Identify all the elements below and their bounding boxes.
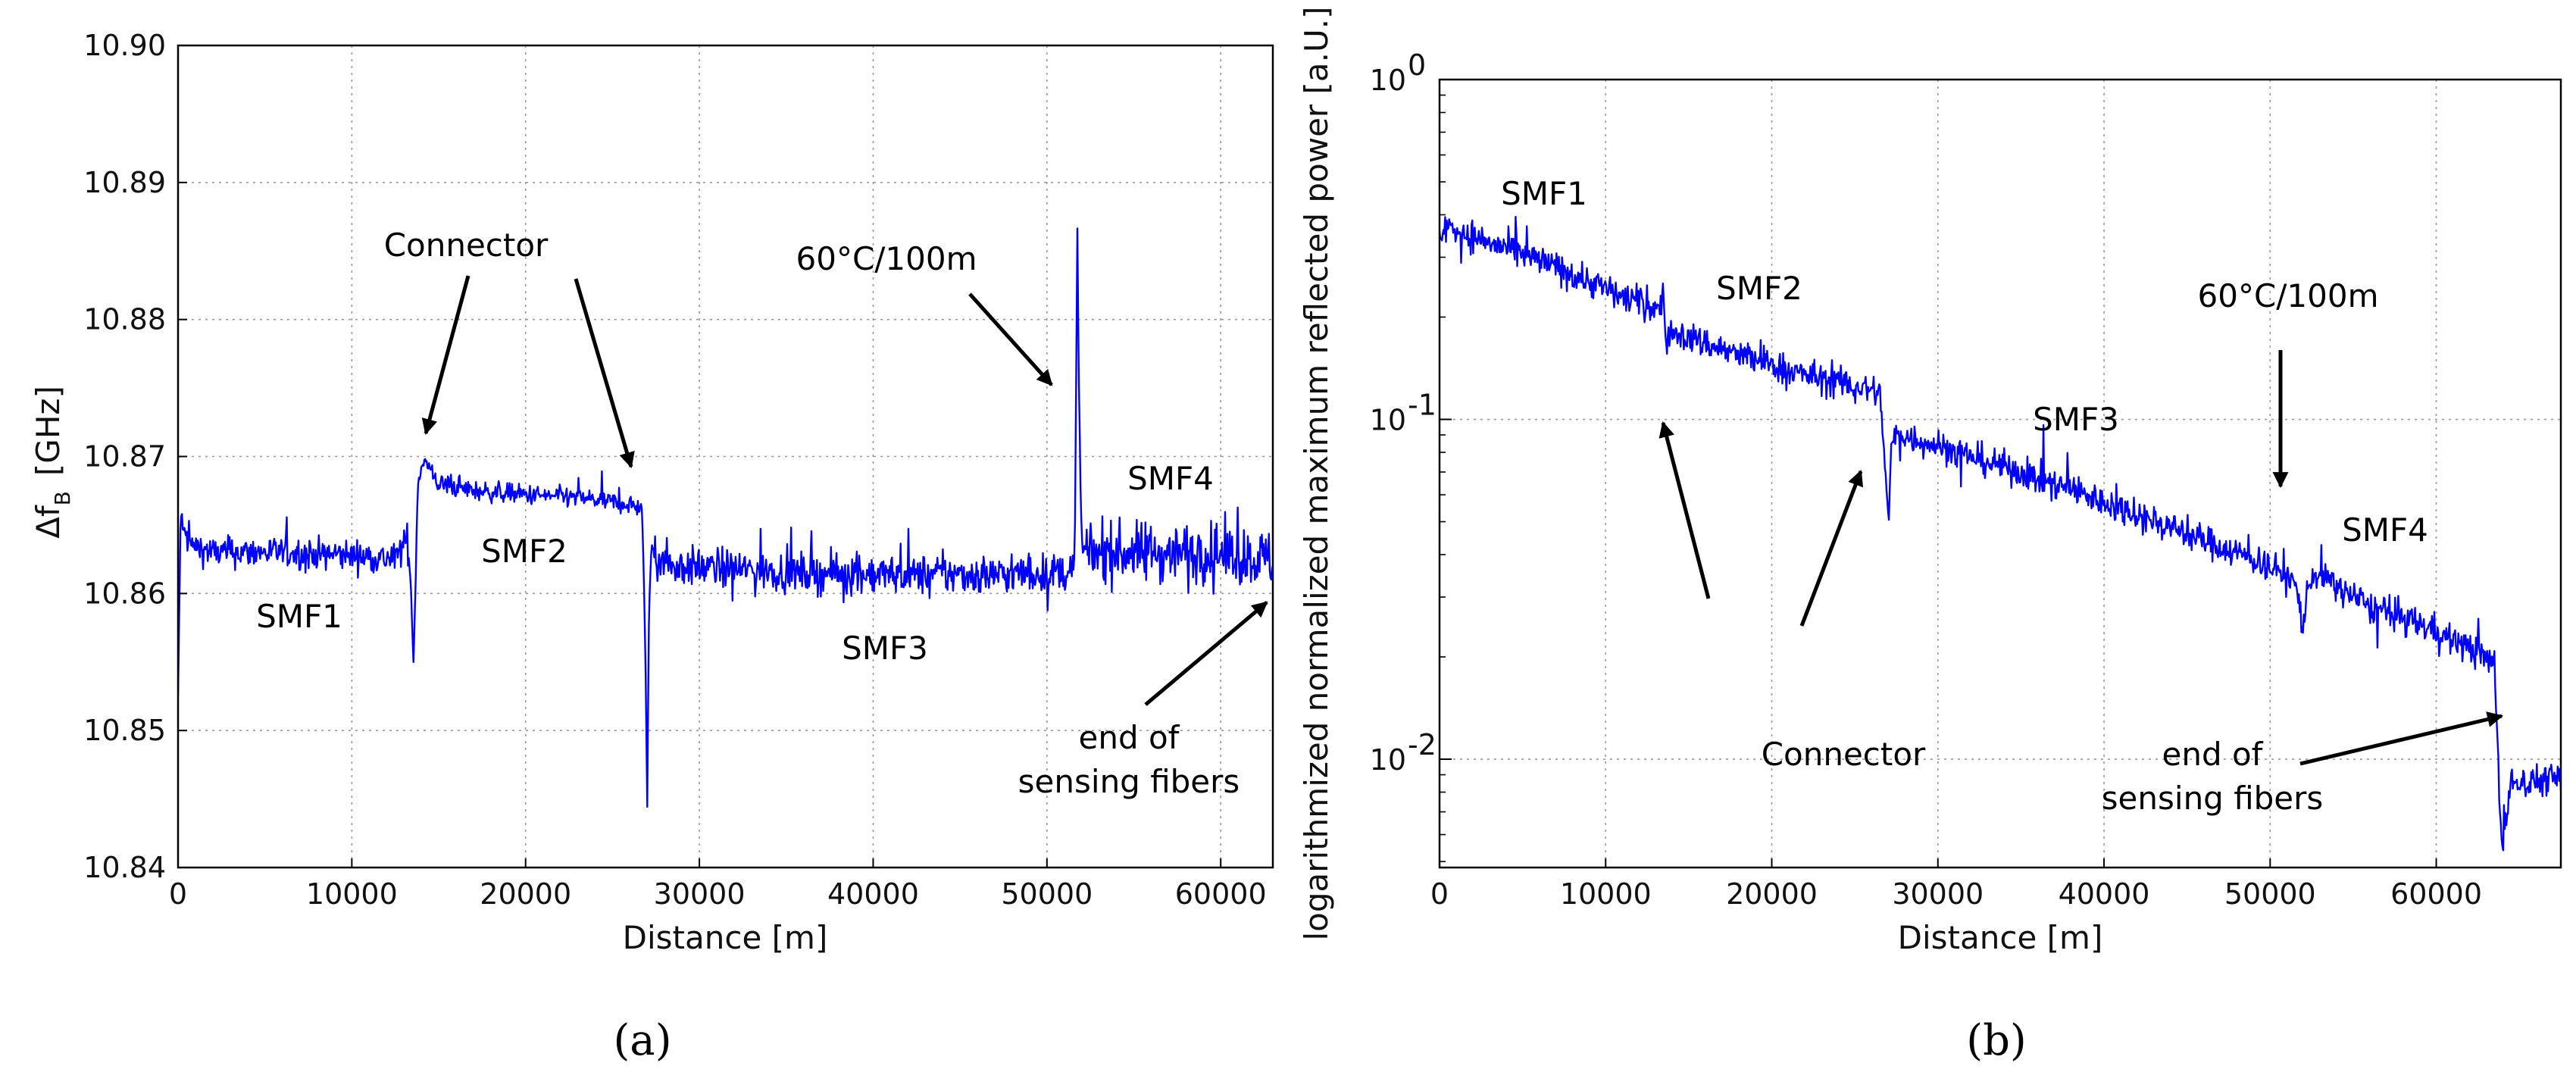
chart-b-series-line (1440, 216, 2561, 852)
chart-a-x-tick-label: 20000 (480, 877, 571, 911)
chart-b-panel-label: (b) (1966, 1016, 2027, 1065)
chart-a-connector-arrow-1 (421, 275, 470, 436)
chart-b-label-smf2: SMF2 (1716, 270, 1802, 307)
chart-b-frame (1438, 78, 2562, 869)
chart-b-y-tick-exponent: -2 (1408, 728, 1436, 761)
chart-a-y-tick-label: 10.88 (83, 303, 166, 336)
chart-a-label-smf2: SMF2 (481, 533, 567, 570)
chart-b-x-ticks: 0 10000 20000 30000 40000 50000 60000 (1430, 858, 2482, 911)
chart-b-label-smf4: SMF4 (2342, 511, 2428, 549)
chart-a-connector-arrow-2 (574, 278, 635, 469)
chart-a-hotspot-arrow (968, 292, 1053, 386)
chart-a-y-label-sub: B (50, 491, 75, 505)
chart-b-grid (1440, 80, 2561, 868)
chart-a-grid (178, 45, 1273, 868)
chart-a-y-label-main: Δf (30, 505, 67, 539)
chart-b-x-tick-label: 30000 (1892, 877, 1984, 911)
chart-b-end-arrow (2299, 711, 2504, 766)
chart-a-annotation-end-line2: sensing fibers (1018, 763, 1240, 800)
chart-b-y-axis-label: logarithmized normalized maximum reflect… (1298, 7, 1335, 941)
chart-b-x-tick-label: 60000 (2390, 877, 2482, 911)
chart-a-label-smf1: SMF1 (256, 598, 342, 635)
chart-a-panel-label: (a) (613, 1016, 671, 1065)
chart-a-label-smf3: SMF3 (842, 630, 928, 667)
chart-a-annotation-end-line1: end of (1079, 719, 1180, 756)
chart-b-connector-arrow-2 (1799, 470, 1864, 627)
chart-a-x-tick-label: 50000 (1001, 877, 1093, 911)
chart-a-x-ticks: 0 10000 20000 30000 40000 50000 60000 (169, 858, 1267, 911)
chart-a-y-tick-label: 10.85 (83, 714, 166, 747)
chart-b-label-smf1: SMF1 (1501, 175, 1587, 212)
chart-b-y-tick-label: 10 (1370, 743, 1406, 777)
chart-a-series-line (178, 227, 1273, 808)
chart-a-label-smf4: SMF4 (1127, 460, 1214, 497)
chart-a-x-tick-label: 10000 (306, 877, 398, 911)
chart-a-y-tick-label: 10.87 (83, 440, 166, 474)
chart-b-x-axis-label: Distance [m] (1898, 919, 2103, 956)
chart-a-annotation-connector: Connector (384, 227, 549, 264)
chart-a-y-tick-label: 10.86 (83, 577, 166, 610)
chart-b-connector-arrow-1 (1658, 421, 1711, 599)
chart-b-x-tick-label: 0 (1430, 877, 1449, 911)
chart-a: 0 10000 20000 30000 40000 50000 60000 10.8410.… (30, 29, 1274, 1065)
chart-a-y-label-unit: [GHz] (30, 386, 67, 476)
chart-a-y-ticks: 10.84 10.85 10.86 10.87 10.88 10.89 10.90 (83, 29, 187, 884)
chart-b-y-tick-exponent: -1 (1408, 389, 1436, 422)
chart-b-y-tick-exponent: 0 (1408, 48, 1426, 82)
chart-b-y-tick-label: 10 (1370, 404, 1406, 437)
chart-a-x-tick-label: 40000 (827, 877, 919, 911)
chart-b-annotation-connector: Connector (1762, 736, 1926, 773)
chart-b-x-tick-label: 50000 (2224, 877, 2316, 911)
chart-a-y-tick-label: 10.90 (83, 29, 166, 62)
chart-b-annotation-end-line2: sensing fibers (2102, 780, 2324, 817)
chart-b: 0 10000 20000 30000 40000 50000 60000 10-210-1… (1298, 7, 2562, 1065)
chart-b-x-tick-label: 20000 (1726, 877, 1818, 911)
chart-b-x-tick-label: 10000 (1560, 877, 1652, 911)
chart-b-x-tick-label: 40000 (2059, 877, 2150, 911)
chart-a-x-tick-label: 30000 (654, 877, 746, 911)
chart-b-label-smf3: SMF3 (2033, 401, 2119, 438)
svg-text:ΔfB[GHz]: ΔfB [GHz] (30, 386, 75, 539)
chart-a-x-tick-label: 0 (169, 877, 187, 911)
chart-a-y-axis-label: ΔfB [GHz] (30, 386, 75, 539)
chart-a-annotation-hotspot: 60°C/100m (796, 240, 977, 277)
chart-a-y-tick-label: 10.89 (83, 166, 166, 199)
chart-b-annotation-end-line1: end of (2162, 736, 2264, 773)
chart-a-x-tick-label: 60000 (1175, 877, 1267, 911)
chart-b-annotation-hotspot: 60°C/100m (2198, 277, 2379, 314)
chart-a-y-tick-label: 10.84 (83, 851, 166, 884)
chart-b-y-tick-label: 10 (1370, 64, 1406, 97)
chart-a-x-axis-label: Distance [m] (623, 919, 828, 956)
chart-a-end-arrow (1144, 601, 1268, 706)
